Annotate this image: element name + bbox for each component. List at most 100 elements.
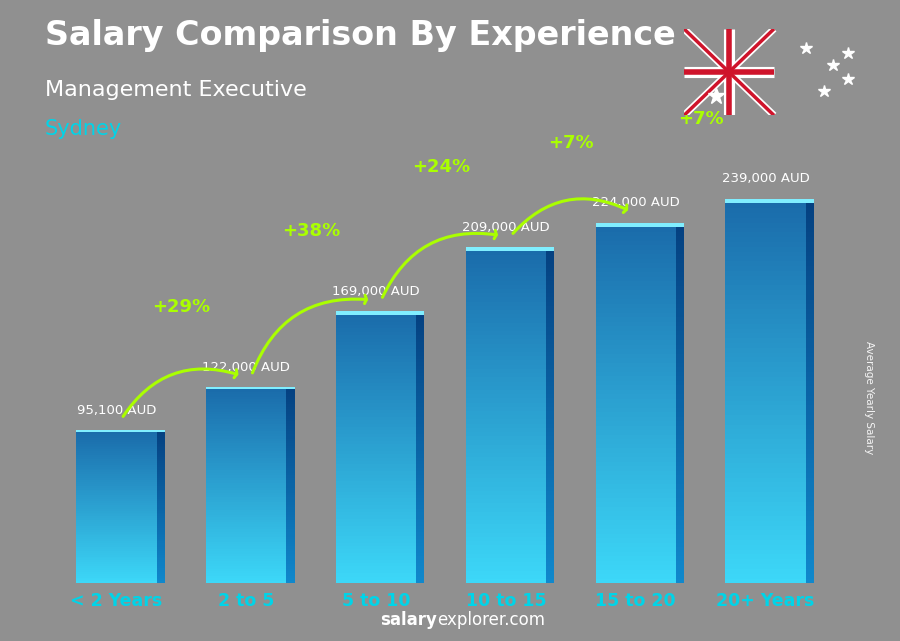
Bar — [76, 539, 157, 541]
Bar — [725, 285, 806, 290]
Bar — [465, 281, 546, 285]
Bar — [417, 413, 425, 417]
Bar — [725, 520, 806, 526]
Bar — [465, 260, 546, 264]
Bar — [596, 263, 676, 268]
Bar — [546, 415, 554, 419]
Bar — [806, 506, 814, 512]
Bar — [465, 567, 546, 570]
Bar — [806, 410, 814, 415]
Bar — [336, 526, 417, 529]
Bar — [417, 444, 425, 447]
Bar — [725, 290, 806, 295]
Bar — [596, 381, 676, 385]
Bar — [596, 462, 676, 466]
Bar — [157, 535, 165, 537]
Bar — [806, 271, 814, 276]
Bar — [157, 578, 165, 579]
Bar — [417, 536, 425, 539]
Bar — [465, 508, 546, 512]
Bar — [676, 448, 684, 453]
Bar — [336, 553, 417, 556]
Bar — [286, 461, 294, 463]
Bar — [596, 358, 676, 363]
Bar — [676, 308, 684, 313]
Bar — [336, 488, 417, 492]
Bar — [596, 430, 676, 435]
Bar — [76, 505, 157, 507]
Bar — [596, 326, 676, 331]
Text: Average Yearly Salary: Average Yearly Salary — [863, 341, 874, 454]
Bar — [157, 490, 165, 492]
Bar — [206, 419, 286, 421]
Bar — [76, 541, 157, 543]
Bar — [417, 529, 425, 532]
Bar — [76, 545, 157, 547]
Bar — [157, 436, 165, 438]
Bar — [725, 574, 806, 578]
Bar — [286, 463, 294, 465]
Bar — [76, 528, 157, 529]
Bar — [336, 542, 417, 546]
Bar — [465, 297, 546, 302]
Bar — [725, 223, 806, 228]
Bar — [725, 554, 806, 559]
Bar — [596, 272, 676, 277]
Bar — [76, 494, 157, 495]
Bar — [417, 437, 425, 440]
Text: 122,000 AUD: 122,000 AUD — [202, 360, 290, 374]
Bar — [76, 522, 157, 524]
Bar — [546, 302, 554, 306]
Bar — [206, 451, 286, 453]
Bar — [157, 482, 165, 484]
Bar — [465, 255, 546, 260]
Bar — [76, 543, 157, 545]
Bar — [676, 403, 684, 408]
Bar — [806, 333, 814, 338]
Bar — [676, 502, 684, 507]
Text: 95,100 AUD: 95,100 AUD — [76, 404, 156, 417]
Bar — [76, 529, 157, 531]
Text: +7%: +7% — [678, 110, 724, 128]
Bar — [806, 501, 814, 506]
Bar — [286, 507, 294, 510]
Bar — [336, 454, 417, 458]
Bar — [725, 204, 806, 208]
Bar — [465, 310, 546, 314]
Bar — [725, 449, 806, 454]
Bar — [206, 551, 286, 554]
Bar — [206, 424, 286, 426]
Bar — [286, 451, 294, 453]
Bar — [76, 430, 165, 432]
Bar — [725, 304, 806, 310]
Bar — [676, 444, 684, 448]
Bar — [336, 332, 417, 335]
Bar — [676, 552, 684, 556]
Bar — [76, 551, 157, 553]
Bar — [676, 435, 684, 439]
Bar — [286, 527, 294, 529]
Bar — [596, 322, 676, 326]
Bar — [465, 533, 546, 537]
Bar — [546, 331, 554, 335]
Bar — [417, 542, 425, 546]
Bar — [336, 393, 417, 396]
Bar — [76, 554, 157, 556]
Bar — [76, 467, 157, 469]
Bar — [806, 319, 814, 324]
Bar — [157, 526, 165, 528]
Bar — [76, 520, 157, 522]
Bar — [157, 564, 165, 566]
Bar — [76, 436, 157, 438]
Bar — [596, 372, 676, 376]
Bar — [725, 569, 806, 574]
Bar — [76, 472, 157, 474]
Bar — [157, 492, 165, 494]
Bar — [336, 312, 417, 315]
Bar — [206, 390, 286, 392]
Bar — [417, 508, 425, 512]
Bar — [725, 228, 806, 233]
Bar — [546, 428, 554, 432]
Bar — [286, 409, 294, 412]
Bar — [465, 470, 546, 474]
